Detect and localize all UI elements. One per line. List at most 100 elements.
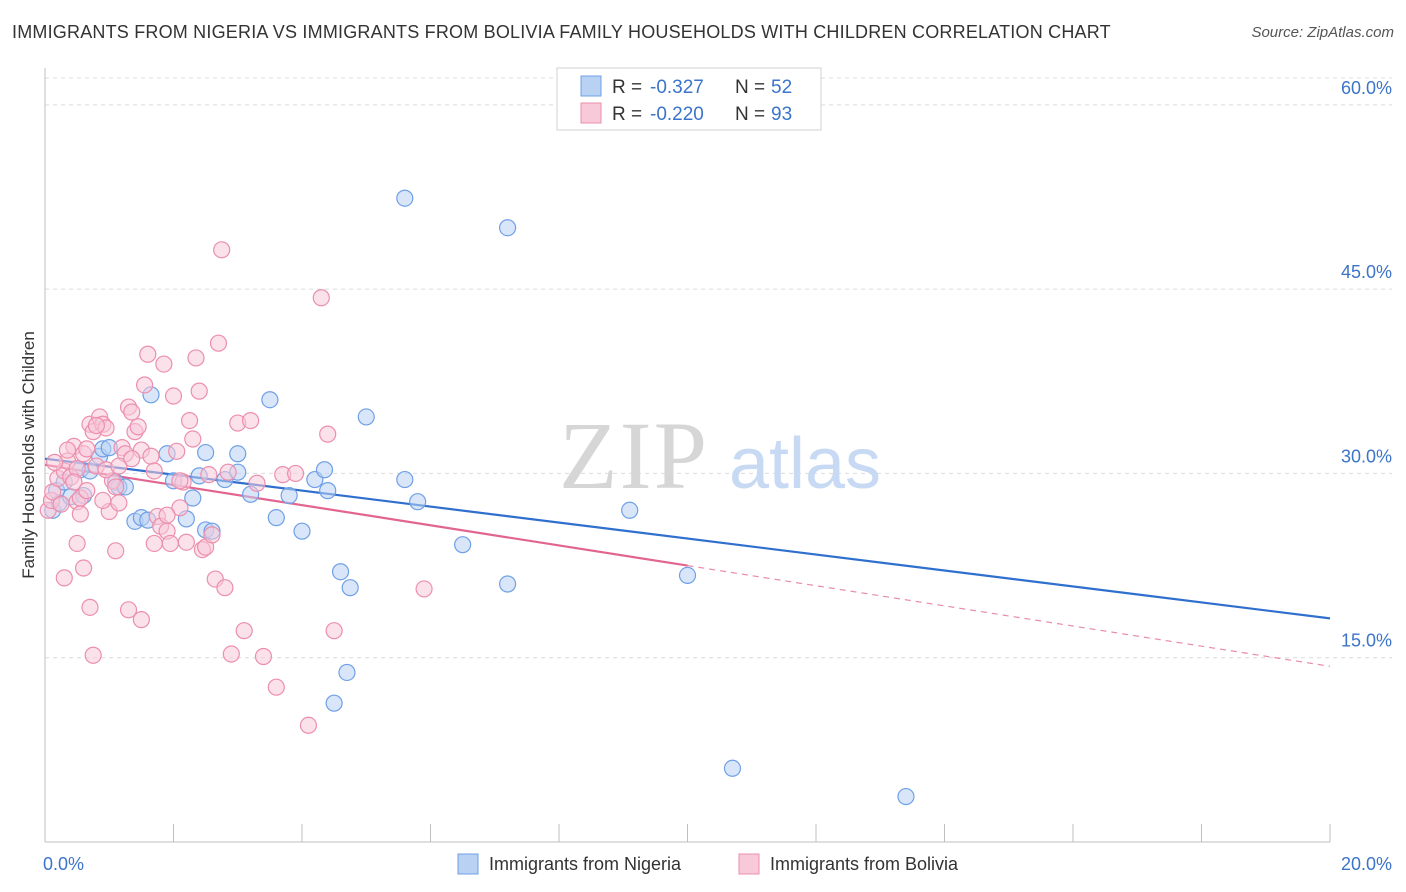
point-series-1 — [267, 678, 285, 696]
point-series-1 — [155, 355, 173, 373]
point-series-0 — [267, 509, 285, 527]
point-series-0 — [331, 563, 350, 581]
point-series-1 — [132, 611, 150, 629]
point-series-0 — [357, 408, 375, 426]
point-series-0 — [897, 787, 915, 806]
point-series-1 — [213, 241, 231, 259]
legend-swatch-bolivia — [580, 102, 602, 124]
x-axis-tick-labels: 0.0% 20.0% — [43, 854, 1392, 874]
x-tick-label: 0.0% — [43, 854, 84, 874]
point-series-1 — [81, 598, 99, 616]
point-series-1 — [286, 464, 305, 483]
point-series-1 — [139, 345, 157, 363]
series-legend: Immigrants from Nigeria Immigrants from … — [457, 853, 959, 875]
point-series-0 — [261, 391, 279, 409]
point-series-0 — [197, 443, 215, 462]
scatter-points — [39, 189, 915, 806]
chart-title: IMMIGRANTS FROM NIGERIA VS IMMIGRANTS FR… — [12, 22, 1111, 42]
series-legend-label-nigeria: Immigrants from Nigeria — [489, 854, 682, 874]
point-series-1 — [87, 416, 106, 435]
point-series-1 — [171, 499, 189, 517]
grid-lines — [45, 77, 1392, 659]
point-series-1 — [123, 450, 141, 468]
point-series-1 — [145, 462, 163, 480]
y-tick-label: 15.0% — [1341, 631, 1392, 651]
point-series-1 — [254, 647, 273, 666]
y-axis-title: Family Households with Children — [19, 331, 38, 579]
point-series-1 — [171, 472, 189, 490]
legend-n-value-bolivia: 93 — [771, 104, 792, 125]
point-series-0 — [678, 566, 697, 585]
point-series-1 — [135, 376, 154, 394]
y-tick-label: 60.0% — [1341, 78, 1392, 98]
point-series-1 — [319, 425, 337, 443]
legend-r-label-nigeria: R = — [612, 77, 642, 98]
point-series-1 — [94, 491, 112, 510]
point-series-1 — [107, 478, 125, 496]
point-series-0 — [396, 470, 414, 489]
point-series-1 — [177, 533, 195, 551]
point-series-1 — [190, 382, 208, 400]
point-series-1 — [119, 601, 138, 619]
point-series-0 — [338, 663, 356, 682]
point-series-1 — [312, 289, 330, 307]
point-series-1 — [110, 494, 128, 512]
point-series-1 — [58, 441, 77, 459]
point-series-1 — [129, 418, 147, 436]
x-tick-label: 20.0% — [1341, 854, 1392, 874]
y-tick-label: 45.0% — [1341, 262, 1392, 282]
point-series-1 — [216, 579, 234, 597]
point-series-1 — [110, 457, 128, 475]
point-series-0 — [184, 489, 202, 507]
point-series-1 — [164, 387, 183, 405]
point-series-1 — [65, 473, 83, 491]
point-series-1 — [184, 430, 202, 448]
point-series-1 — [248, 474, 266, 492]
point-series-1 — [84, 646, 102, 664]
point-series-1 — [46, 453, 64, 471]
chart-source: Source: ZipAtlas.com — [1251, 24, 1394, 41]
series-legend-swatch-nigeria — [457, 853, 479, 875]
point-series-0 — [396, 189, 414, 207]
point-series-0 — [409, 493, 427, 511]
trend-line-1 — [44, 463, 688, 567]
point-series-1 — [168, 442, 186, 460]
correlation-legend: R = -0.327 N = 52 R = -0.220 N = 93 — [556, 67, 822, 131]
point-series-1 — [235, 622, 253, 640]
point-series-1 — [145, 534, 163, 553]
series-legend-label-bolivia: Immigrants from Bolivia — [770, 854, 959, 874]
point-series-1 — [242, 412, 260, 430]
point-series-0 — [499, 219, 517, 237]
point-series-1 — [158, 506, 176, 524]
series-legend-swatch-bolivia — [738, 853, 760, 875]
point-series-0 — [280, 486, 298, 505]
point-series-0 — [621, 501, 639, 519]
point-series-1 — [200, 466, 218, 484]
legend-r-value-bolivia: -0.220 — [650, 104, 704, 125]
y-tick-label: 30.0% — [1341, 446, 1392, 466]
point-series-1 — [219, 463, 237, 481]
point-series-0 — [723, 759, 742, 777]
point-series-1 — [325, 622, 343, 640]
point-series-1 — [68, 534, 86, 553]
point-series-0 — [499, 575, 517, 593]
legend-r-label-bolivia: R = — [612, 104, 642, 125]
legend-r-value-nigeria: -0.327 — [650, 77, 704, 98]
legend-n-value-nigeria: 52 — [771, 77, 792, 98]
point-series-1 — [180, 412, 199, 430]
point-series-1 — [209, 334, 228, 352]
watermark-zip: ZIP — [559, 402, 709, 509]
point-series-1 — [203, 526, 221, 544]
x-axis-ticks — [44, 824, 1331, 842]
point-series-0 — [454, 536, 472, 554]
point-series-1 — [78, 482, 96, 500]
point-series-0 — [325, 694, 343, 712]
legend-n-label-nigeria: N = — [735, 77, 765, 98]
point-series-0 — [341, 579, 359, 597]
point-series-1 — [222, 645, 240, 663]
point-series-1 — [123, 403, 141, 421]
point-series-1 — [415, 580, 433, 598]
point-series-1 — [142, 447, 160, 465]
point-series-1 — [74, 559, 93, 577]
